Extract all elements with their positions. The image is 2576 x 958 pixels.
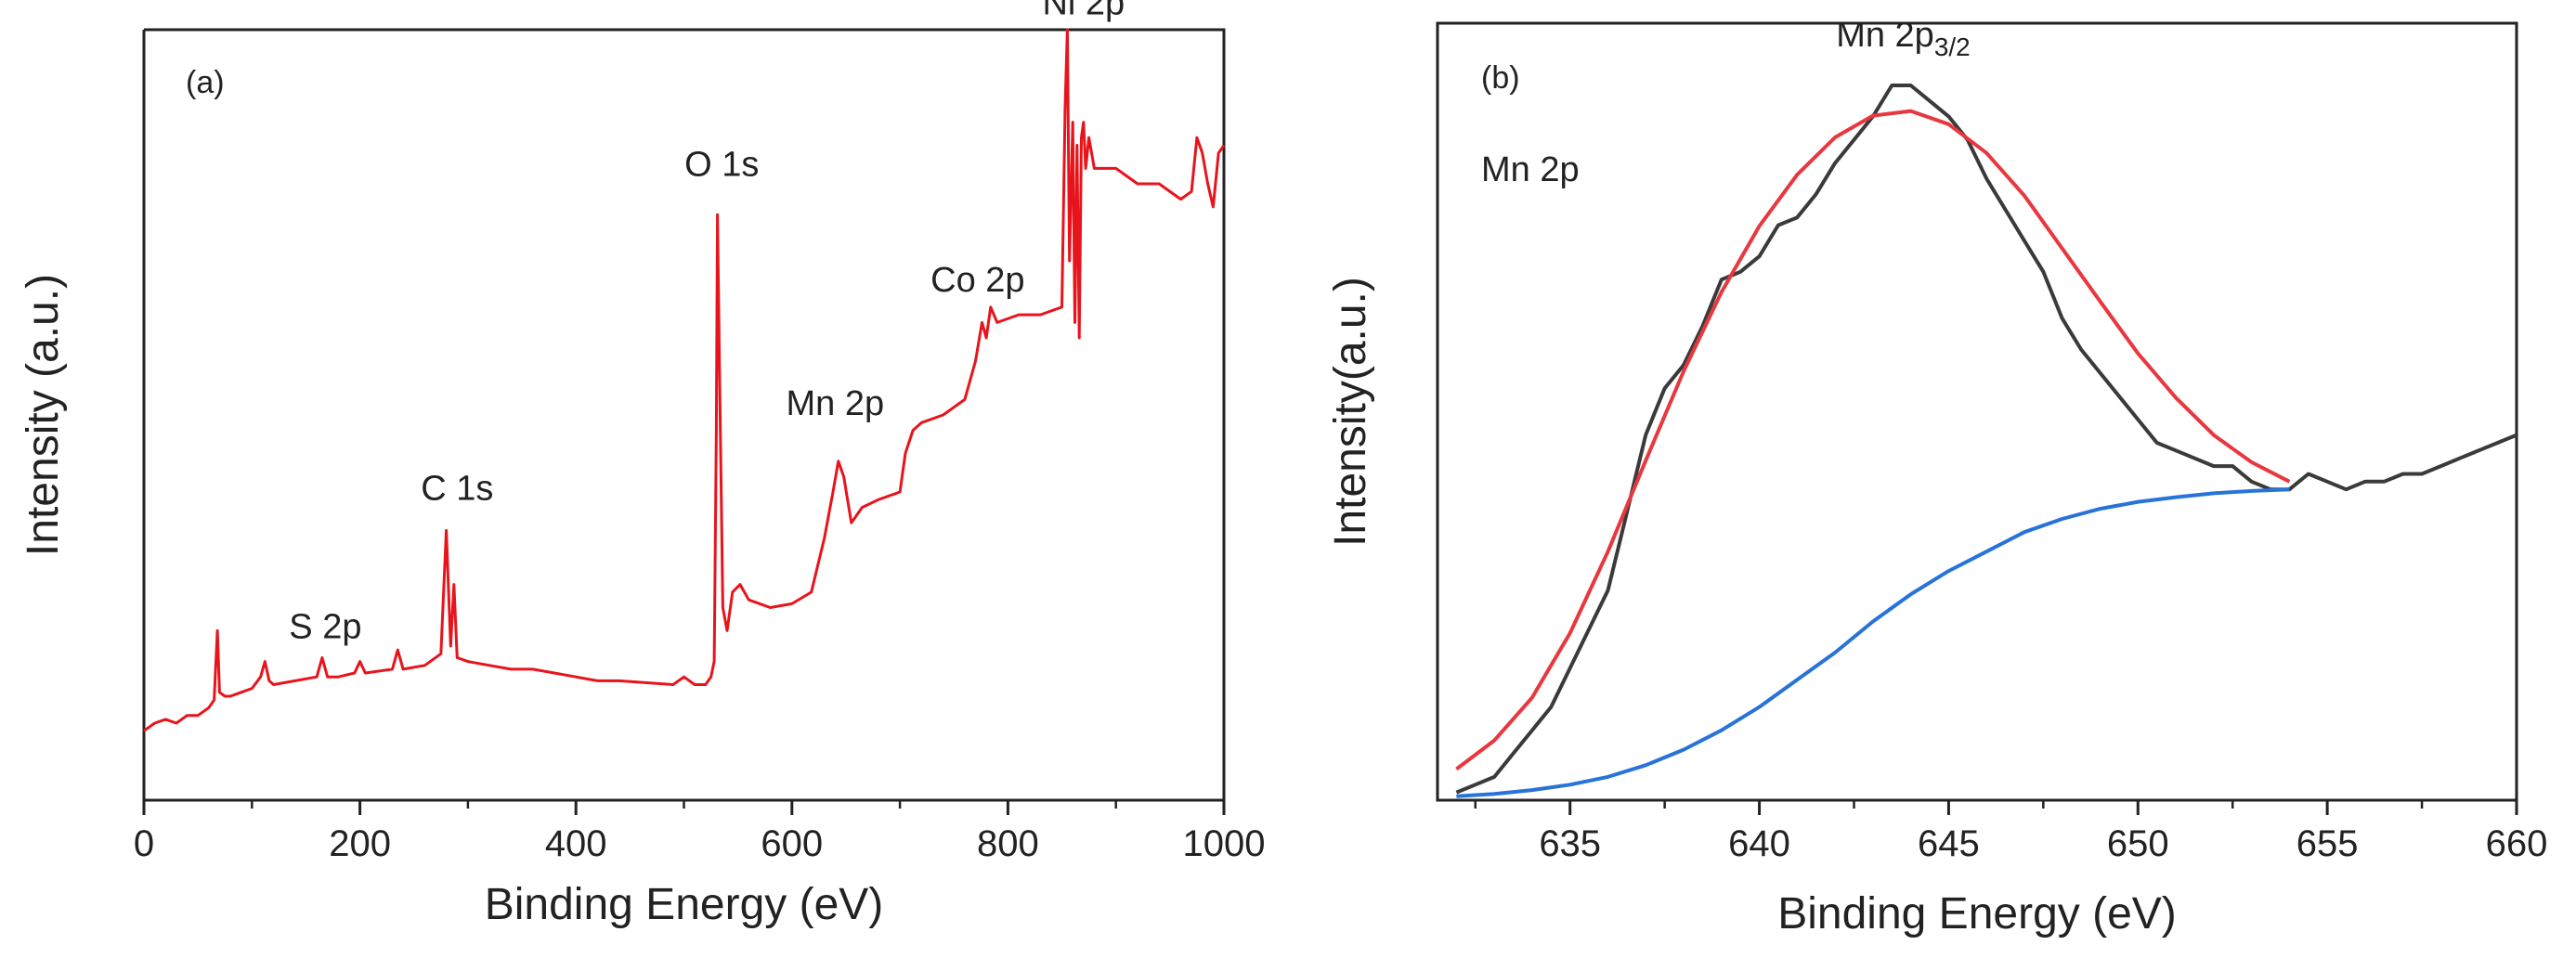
x-tick-label: 400 (545, 823, 607, 864)
series-line-raw (1455, 84, 2517, 795)
peak-annotation: Ni 2p (1042, 0, 1125, 22)
y-axis-title: Intensity(a.u.) (1326, 277, 1375, 547)
x-axis-title: Binding Energy (eV) (485, 880, 884, 929)
x-tick-label: 600 (761, 823, 823, 864)
x-tick-label: 645 (1918, 823, 1980, 864)
x-tick-label: 640 (1728, 823, 1790, 864)
peak-annotation: Mn 2p3/2 (1836, 16, 1971, 61)
series-line-background (1456, 487, 2290, 798)
panel-a-survey-spectrum: 0 200 400 600 800 1000 Binding Energy (eV) Inte… (19, 0, 1265, 929)
inner-label: Mn 2p (1481, 150, 1580, 189)
x-tick-label: 655 (2296, 823, 2359, 864)
x-tick-label: 635 (1539, 823, 1601, 864)
series-line-spectrum-0 (143, 28, 1226, 732)
x-tick-label: 800 (977, 823, 1039, 864)
series-line-fit (1455, 109, 2291, 771)
x-tick-label: 1000 (1183, 823, 1266, 864)
x-tick-label: 650 (2107, 823, 2169, 864)
plot-frame (1436, 21, 2518, 802)
peak-annotation: Co 2p (930, 261, 1024, 300)
peak-annotation: O 1s (684, 146, 759, 185)
x-axis-title: Binding Energy (eV) (1777, 889, 2177, 939)
peak-annotation: S 2p (289, 608, 361, 647)
x-tick-label: 0 (134, 823, 154, 864)
panel-label: (a) (186, 65, 225, 100)
x-tick-label: 200 (329, 823, 391, 864)
y-axis-title: Intensity (a.u.) (19, 274, 68, 556)
panel-b-mn2p-spectrum: 635 640 645 650 655 660 Binding Energy (eV) Int… (1326, 16, 2547, 939)
peak-annotation: C 1s (421, 469, 493, 508)
panel-label: (b) (1481, 60, 1520, 96)
x-tick-label: 660 (2486, 823, 2548, 864)
peak-annotation: Mn 2p (787, 384, 885, 423)
